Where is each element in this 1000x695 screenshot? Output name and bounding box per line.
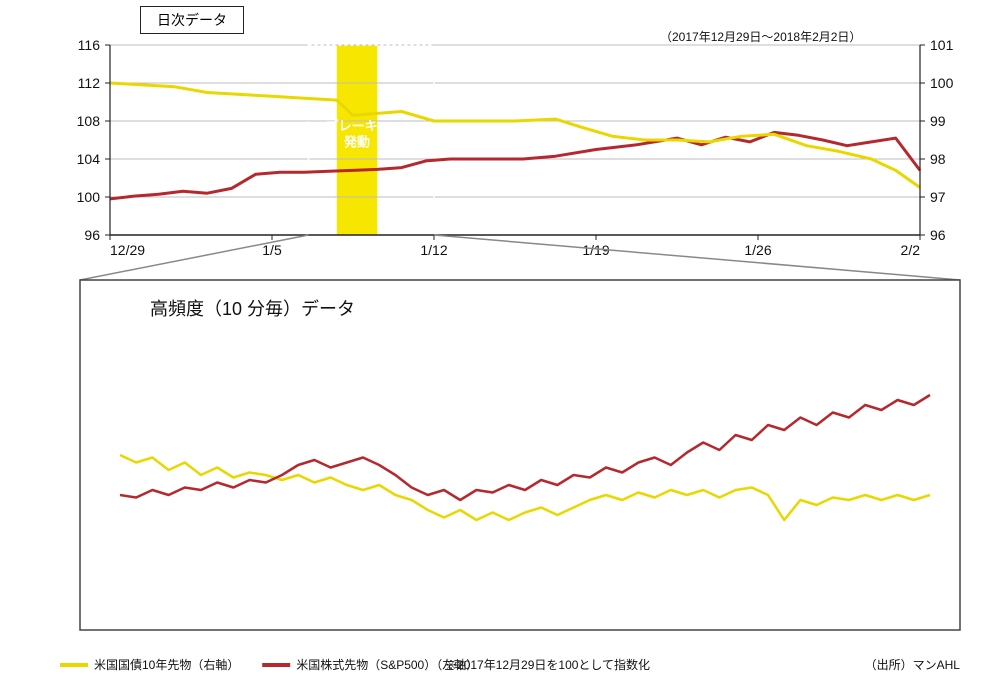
xtick-label: 2/2: [901, 242, 921, 258]
xtick-label: 1/5: [262, 242, 282, 258]
ytick-right: 100: [930, 75, 954, 91]
legend-note: ※2017年12月29日を100として指数化: [445, 657, 650, 672]
ytick-left: 96: [84, 227, 100, 243]
zoom-connector-right: [434, 235, 960, 280]
detail-panel: [80, 280, 960, 630]
xtick-label: 1/26: [744, 242, 771, 258]
ytick-left: 100: [77, 189, 101, 205]
xtick-label: 1/12: [420, 242, 447, 258]
ytick-right: 96: [930, 227, 946, 243]
top-chart-title-badge: 日次データ: [140, 6, 244, 34]
chart-canvas: 96 100 104 108 112 116 96 97 98 99 100 101 12/29 1/5 1…: [0, 0, 1000, 690]
legend-label-bonds: 米国国債10年先物（右軸）: [94, 657, 239, 672]
ytick-right: 98: [930, 151, 946, 167]
xtick-label: 12/29: [110, 242, 145, 258]
ytick-left: 116: [78, 37, 101, 53]
brake-callout-line2: 発動: [343, 135, 370, 150]
ytick-right: 101: [930, 37, 954, 53]
top-chart-title-text: 日次データ: [157, 12, 227, 28]
detail-panel-title: 高頻度（10 分毎）データ: [150, 299, 355, 319]
date-range-note: （2017年12月29日〜2018年2月2日）: [660, 28, 861, 45]
ytick-left: 108: [77, 113, 101, 129]
ytick-left: 112: [78, 75, 101, 91]
ytick-left: 104: [77, 151, 101, 167]
ytick-right: 97: [930, 189, 946, 205]
source-note: （出所）マンAHL: [865, 658, 961, 672]
brake-callout-line1: ブレーキ 1: [326, 119, 389, 134]
ytick-right: 99: [930, 113, 946, 129]
